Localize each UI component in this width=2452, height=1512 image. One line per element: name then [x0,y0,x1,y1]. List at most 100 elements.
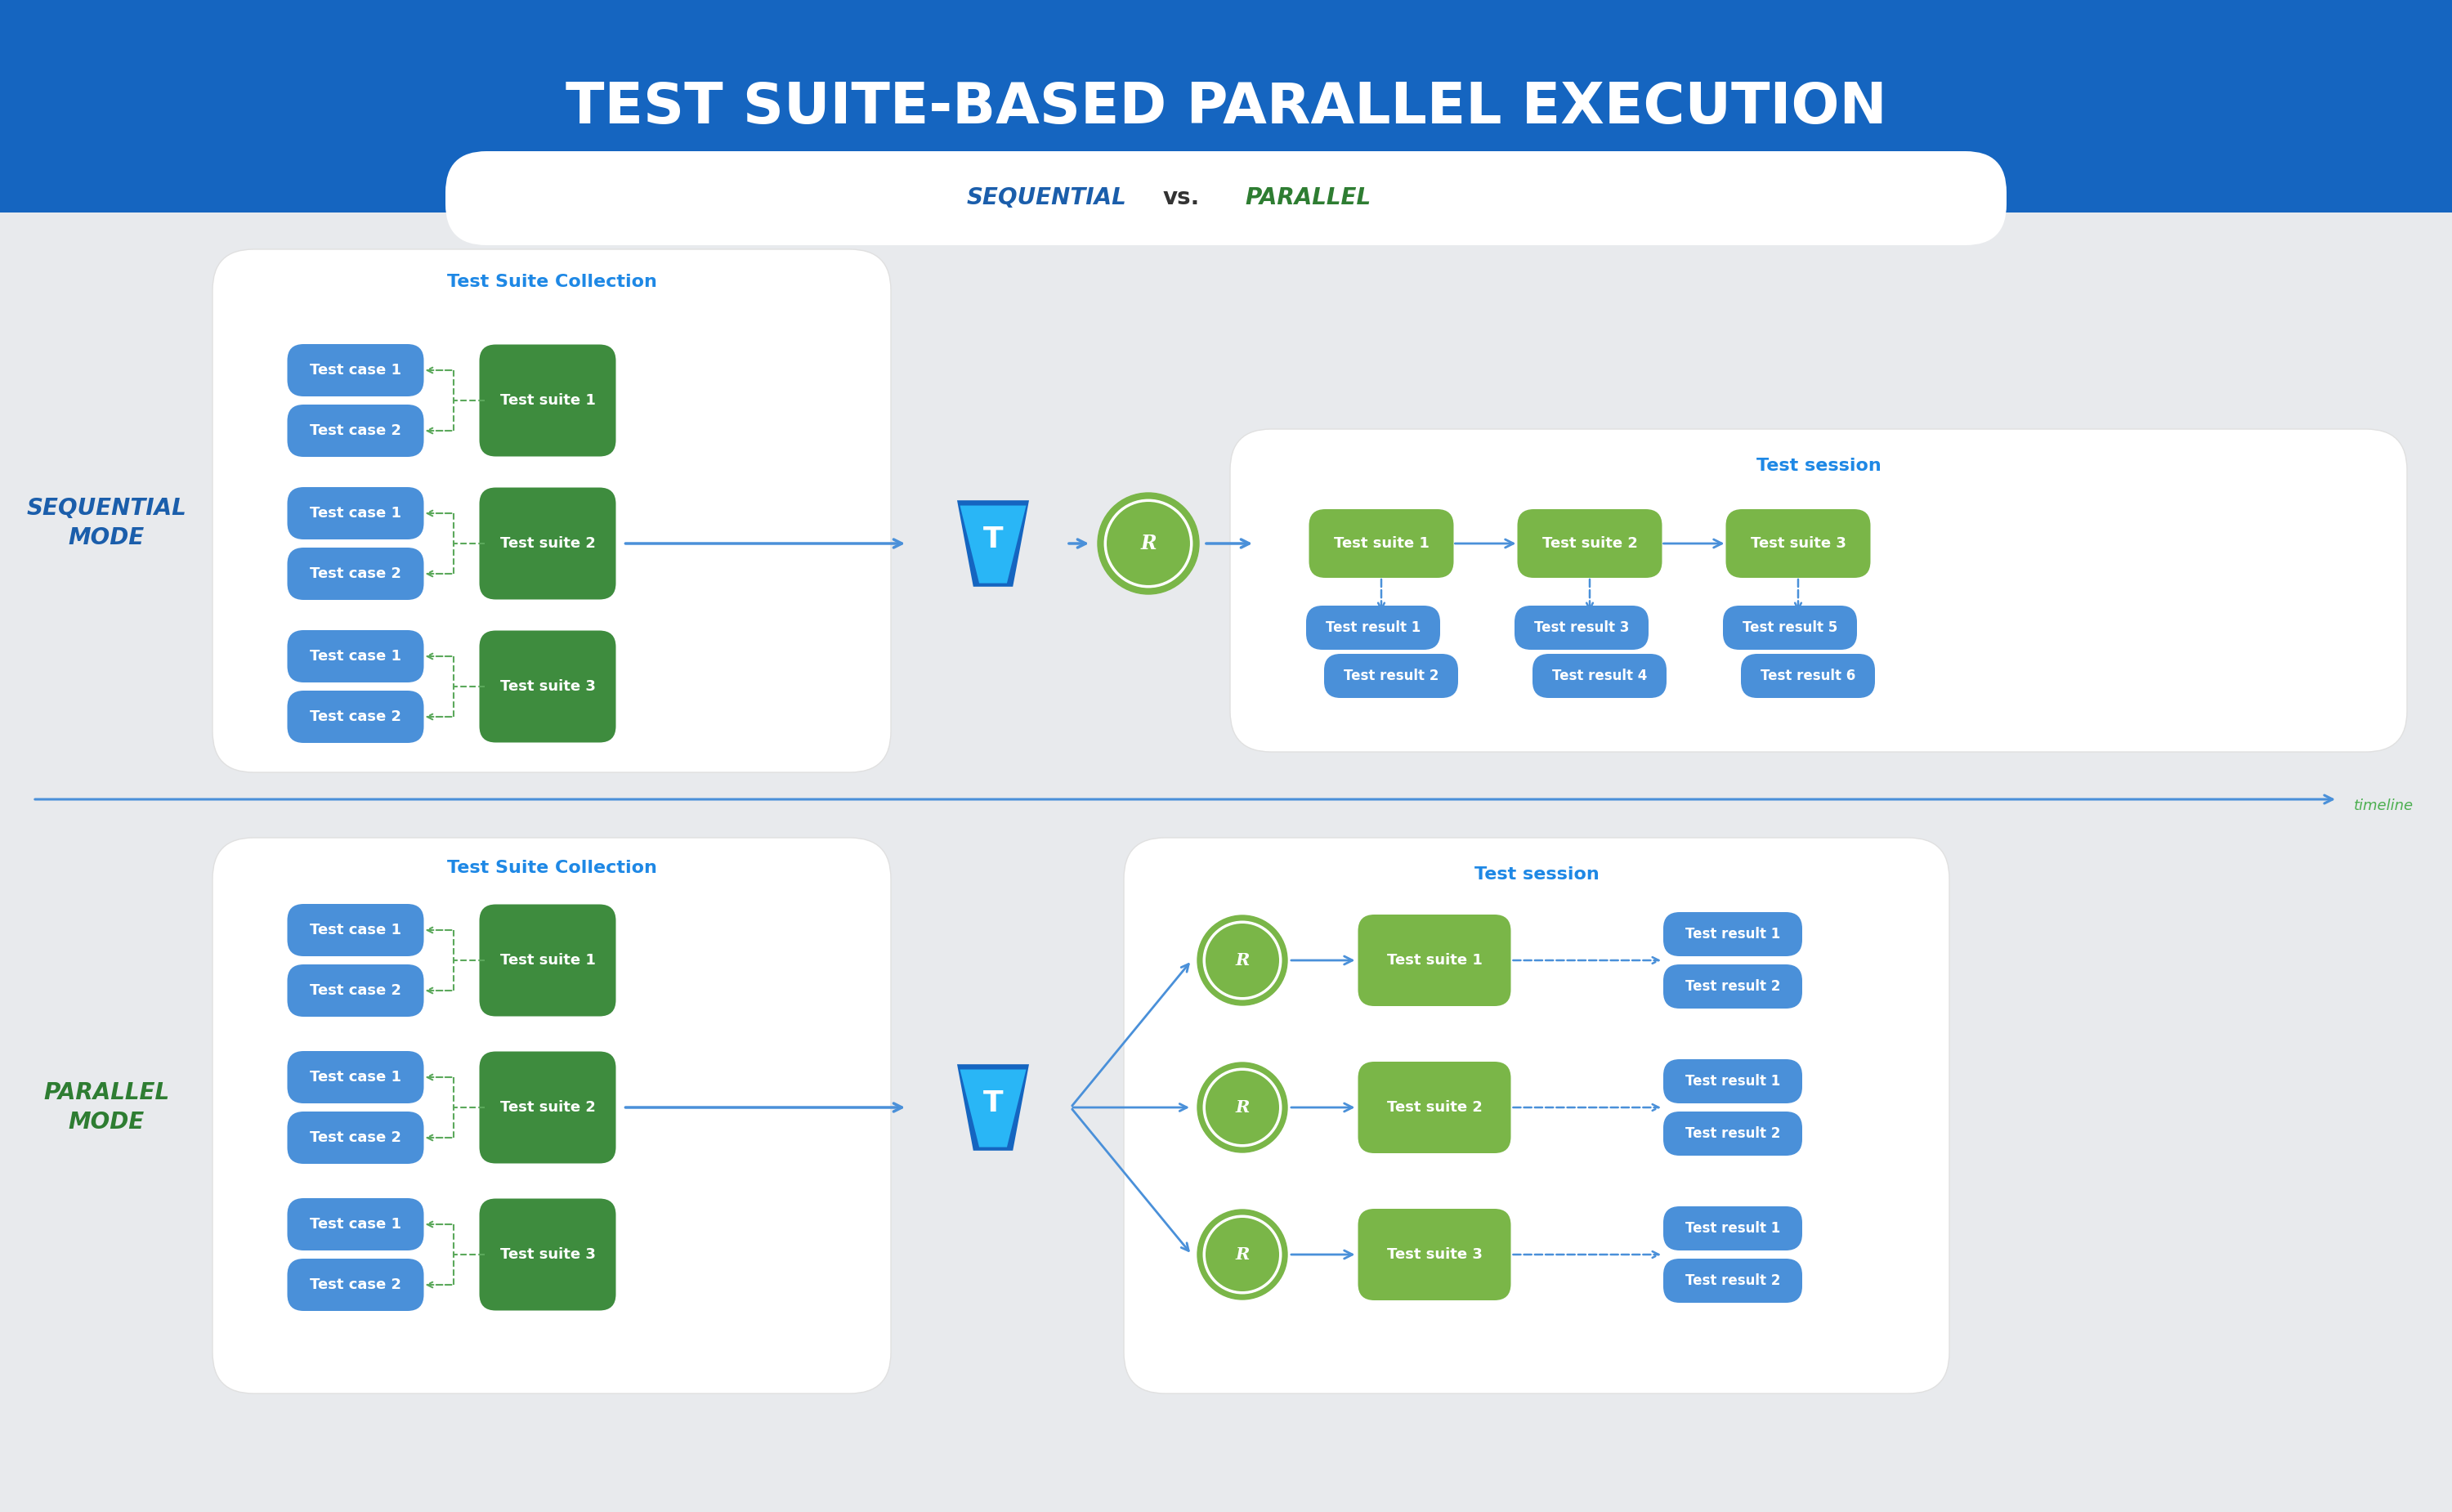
Text: Test case 2: Test case 2 [309,1278,402,1293]
Text: SEQUENTIAL: SEQUENTIAL [966,186,1125,209]
Text: Test case 1: Test case 1 [309,649,402,664]
FancyBboxPatch shape [1324,653,1459,699]
Text: Test suite 2: Test suite 2 [1388,1101,1481,1114]
Text: Test case 1: Test case 1 [309,1217,402,1232]
FancyBboxPatch shape [1532,653,1667,699]
Text: Test Suite Collection: Test Suite Collection [446,274,657,290]
Polygon shape [961,1069,1025,1148]
FancyBboxPatch shape [1358,915,1510,1005]
FancyBboxPatch shape [1103,0,1226,213]
FancyBboxPatch shape [213,249,890,773]
FancyBboxPatch shape [287,1258,424,1311]
Text: Test case 2: Test case 2 [309,983,402,998]
Circle shape [1197,915,1287,1005]
FancyBboxPatch shape [287,405,424,457]
FancyBboxPatch shape [1741,653,1876,699]
FancyBboxPatch shape [1471,0,1594,213]
Text: Test result 2: Test result 2 [1685,1273,1780,1288]
Text: Test case 2: Test case 2 [309,1131,402,1145]
Text: Test session: Test session [1474,866,1599,883]
Circle shape [1098,493,1199,594]
FancyBboxPatch shape [446,151,2006,245]
FancyBboxPatch shape [858,0,981,213]
Text: PARALLEL: PARALLEL [1246,186,1371,209]
Text: R: R [1236,1246,1251,1263]
FancyBboxPatch shape [287,1111,424,1164]
FancyBboxPatch shape [0,0,2452,213]
FancyBboxPatch shape [287,965,424,1016]
Text: PARALLEL
MODE: PARALLEL MODE [44,1081,169,1134]
Text: Test case 1: Test case 1 [309,363,402,378]
Text: Test suite 1: Test suite 1 [500,953,596,968]
FancyBboxPatch shape [287,487,424,540]
FancyBboxPatch shape [0,0,123,213]
Text: Test result 3: Test result 3 [1535,620,1628,635]
Text: Test case 2: Test case 2 [309,423,402,438]
Text: R: R [1236,953,1251,969]
FancyBboxPatch shape [1716,0,1839,213]
Text: Test suite 2: Test suite 2 [500,1101,596,1114]
Text: Test result 1: Test result 1 [1327,620,1420,635]
FancyBboxPatch shape [1307,606,1439,650]
FancyBboxPatch shape [287,1051,424,1104]
FancyBboxPatch shape [287,691,424,742]
FancyBboxPatch shape [287,631,424,682]
Text: Test suite 1: Test suite 1 [1388,953,1481,968]
Text: Test suite 2: Test suite 2 [1542,537,1638,550]
Text: Test case 2: Test case 2 [309,567,402,581]
FancyBboxPatch shape [287,345,424,396]
Polygon shape [956,1064,1030,1151]
FancyBboxPatch shape [2084,0,2207,213]
Text: vs.: vs. [1162,186,1199,209]
FancyBboxPatch shape [1662,1111,1802,1155]
Text: Test suite 1: Test suite 1 [500,393,596,408]
FancyBboxPatch shape [481,904,615,1016]
Text: R: R [1236,1099,1251,1116]
Polygon shape [961,505,1025,584]
FancyBboxPatch shape [1594,0,1716,213]
FancyBboxPatch shape [1226,0,1349,213]
Text: Test result 1: Test result 1 [1685,1222,1780,1235]
FancyBboxPatch shape [2329,0,2452,213]
FancyBboxPatch shape [287,1198,424,1250]
FancyBboxPatch shape [1358,1061,1510,1154]
FancyBboxPatch shape [245,0,368,213]
FancyBboxPatch shape [981,0,1103,213]
FancyBboxPatch shape [1662,1060,1802,1104]
Text: Test suite 3: Test suite 3 [1388,1247,1481,1263]
FancyBboxPatch shape [1309,510,1454,578]
Circle shape [1197,1210,1287,1299]
Text: Test case 1: Test case 1 [309,922,402,937]
Text: Test result 2: Test result 2 [1685,980,1780,993]
FancyBboxPatch shape [481,345,615,457]
Text: Test result 1: Test result 1 [1685,1074,1780,1089]
FancyBboxPatch shape [1231,429,2408,751]
Text: Test result 2: Test result 2 [1344,668,1439,683]
FancyBboxPatch shape [1662,965,1802,1009]
Text: Test suite 3: Test suite 3 [500,679,596,694]
FancyBboxPatch shape [1358,1208,1510,1300]
Text: timeline: timeline [2354,798,2413,813]
FancyBboxPatch shape [2207,0,2329,213]
FancyBboxPatch shape [1724,606,1856,650]
Text: Test case 1: Test case 1 [309,507,402,520]
Text: Test suite 3: Test suite 3 [1751,537,1846,550]
Circle shape [1197,1063,1287,1152]
Text: Test result 5: Test result 5 [1743,620,1837,635]
FancyBboxPatch shape [1349,0,1471,213]
Text: T: T [983,526,1003,553]
FancyBboxPatch shape [481,487,615,599]
Text: R: R [1140,534,1157,553]
Text: Test result 1: Test result 1 [1685,927,1780,942]
FancyBboxPatch shape [1662,912,1802,956]
Text: Test result 2: Test result 2 [1685,1126,1780,1142]
Text: Test suite 3: Test suite 3 [500,1247,596,1263]
Text: TEST SUITE-BASED PARALLEL EXECUTION: TEST SUITE-BASED PARALLEL EXECUTION [566,80,1886,135]
Text: Test Suite Collection: Test Suite Collection [446,860,657,875]
FancyBboxPatch shape [613,0,736,213]
FancyBboxPatch shape [481,1051,615,1163]
FancyBboxPatch shape [490,0,613,213]
Text: Test case 2: Test case 2 [309,709,402,724]
Text: SEQUENTIAL
MODE: SEQUENTIAL MODE [27,496,186,549]
FancyBboxPatch shape [736,0,858,213]
